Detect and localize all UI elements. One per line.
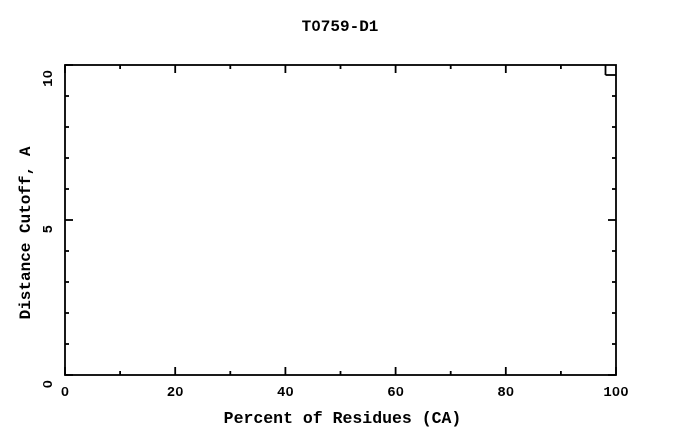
svg-text:5: 5 [41,225,57,233]
svg-text:Distance Cutoff, A: Distance Cutoff, A [17,146,35,319]
svg-text:10: 10 [41,70,57,87]
svg-text:40: 40 [277,385,294,401]
svg-text:80: 80 [497,385,514,401]
svg-text:T0759-D1: T0759-D1 [302,18,379,36]
svg-text:60: 60 [387,385,404,401]
svg-text:100: 100 [603,385,628,401]
svg-text:Percent of Residues (CA): Percent of Residues (CA) [224,409,462,428]
svg-text:0: 0 [41,380,57,388]
svg-text:20: 20 [167,385,184,401]
svg-text:0: 0 [61,385,69,401]
